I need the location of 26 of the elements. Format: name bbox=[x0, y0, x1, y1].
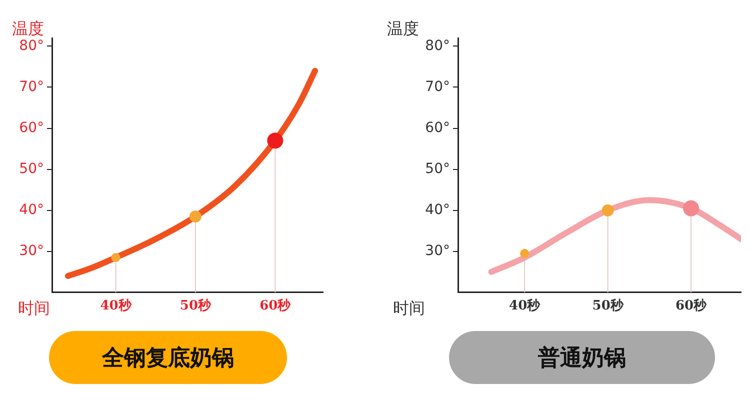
y-tick-label: 50° bbox=[425, 160, 450, 177]
x-tick-label: 40秒 bbox=[509, 298, 542, 314]
y-tick-label: 70° bbox=[19, 78, 44, 95]
y-axis-title: 温度 bbox=[12, 19, 44, 38]
x-axis-title: 时间 bbox=[393, 298, 425, 318]
text: 全钢复底奶锅 bbox=[49, 331, 287, 384]
point bbox=[602, 204, 614, 216]
y-tick-label: 70° bbox=[425, 78, 450, 95]
x-axis-title: 时间 bbox=[18, 298, 50, 318]
y-tick-label: 30° bbox=[425, 243, 450, 260]
x-tick-label: 40秒 bbox=[100, 298, 132, 314]
x-tick-label: 60秒 bbox=[676, 298, 708, 314]
y-tick-label: 80° bbox=[19, 38, 44, 54]
x-tick-label: 50秒 bbox=[180, 298, 212, 314]
text: 普通奶锅 bbox=[449, 331, 715, 384]
y-tick-label: 40° bbox=[425, 202, 450, 218]
y-tick-label: 60° bbox=[425, 120, 450, 136]
x-tick-label: 60秒 bbox=[260, 298, 292, 314]
y-tick-label: 50° bbox=[19, 160, 44, 177]
y-tick-label: 40° bbox=[19, 202, 44, 218]
point bbox=[189, 210, 202, 222]
y-tick-label: 30° bbox=[19, 243, 44, 260]
x-tick-label: 50秒 bbox=[592, 298, 624, 314]
y-axis-title: 温度 bbox=[387, 19, 419, 38]
y-tick-label: 80° bbox=[425, 38, 450, 54]
y-tick-label: 60° bbox=[19, 120, 44, 136]
